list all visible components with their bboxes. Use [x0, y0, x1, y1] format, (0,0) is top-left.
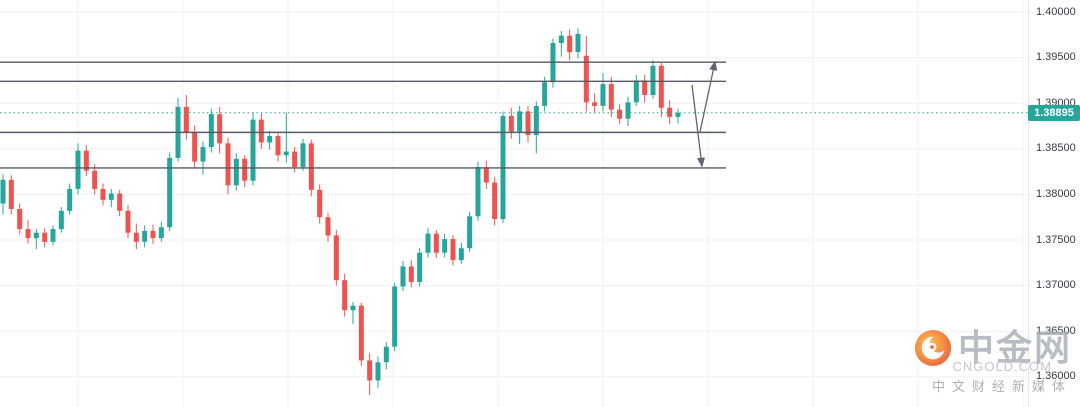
candle-up	[542, 82, 548, 106]
candle-up	[33, 232, 39, 239]
candle-down	[83, 150, 89, 171]
candle-down	[642, 80, 648, 95]
candle-down	[450, 239, 456, 261]
candle-up	[458, 248, 464, 261]
candle-down	[192, 132, 198, 162]
candle-down	[117, 193, 123, 211]
candle-up	[517, 111, 523, 132]
candle-up	[350, 305, 356, 311]
candle-up	[250, 119, 256, 181]
price-axis-label: 1.39000	[1036, 96, 1076, 109]
candle-up	[625, 102, 631, 119]
candle-down	[133, 232, 139, 242]
candle-up	[575, 33, 581, 53]
candle-down	[317, 189, 323, 218]
down-arrow[interactable]	[691, 84, 706, 168]
candle-up	[675, 112, 681, 117]
price-axis-label: 1.38000	[1036, 187, 1076, 200]
candle-up	[442, 239, 448, 253]
candle-down	[308, 143, 314, 190]
price-axis-label: 1.37000	[1036, 279, 1076, 292]
candles-group	[0, 28, 681, 396]
candle-down	[408, 266, 414, 282]
candle-down	[617, 109, 623, 119]
candle-down	[658, 65, 664, 108]
candle-down	[667, 107, 673, 117]
candle-up	[650, 65, 656, 95]
candle-down	[583, 55, 589, 103]
candle-down	[42, 232, 48, 242]
candle-up	[383, 346, 389, 363]
candle-up	[75, 150, 81, 189]
price-axis-label: 1.37500	[1036, 233, 1076, 246]
candle-down	[125, 210, 131, 233]
candle-down	[567, 35, 573, 53]
candle-down	[292, 151, 298, 168]
price-axis-label: 1.36000	[1036, 370, 1076, 383]
price-axis-label: 1.38500	[1036, 142, 1076, 155]
grid-lines	[0, 0, 1028, 407]
candle-down	[433, 233, 439, 253]
candle-down	[25, 229, 31, 239]
candle-up	[58, 210, 64, 230]
candle-down	[225, 143, 231, 186]
candle-up	[467, 216, 473, 249]
candle-up	[417, 252, 423, 282]
candle-up	[300, 143, 306, 168]
candle-up	[600, 84, 606, 106]
candle-down	[217, 114, 223, 144]
candle-down	[242, 158, 248, 181]
candle-up	[108, 193, 114, 200]
candle-down	[100, 188, 106, 200]
candle-down	[258, 119, 264, 143]
candle-up	[558, 35, 564, 44]
candle-up	[67, 188, 73, 211]
candle-up	[200, 146, 206, 162]
candle-up	[267, 136, 273, 143]
candle-down	[492, 182, 498, 220]
candle-up	[475, 167, 481, 217]
candle-down	[333, 235, 339, 281]
candle-down	[150, 230, 156, 239]
candle-down	[367, 360, 373, 381]
candle-down	[483, 167, 489, 183]
candle-up	[633, 80, 639, 103]
support-resistance-lines[interactable]	[0, 61, 726, 169]
candle-down	[592, 102, 598, 106]
candle-down	[17, 208, 23, 230]
candle-up	[233, 158, 239, 186]
candle-down	[325, 217, 331, 236]
candle-down	[183, 106, 189, 133]
candle-up	[283, 151, 289, 156]
candle-down	[92, 170, 98, 189]
candle-up	[0, 179, 6, 204]
candle-down	[525, 111, 531, 136]
price-axis-label: 1.39500	[1036, 51, 1076, 64]
candle-up	[425, 233, 431, 253]
candle-down	[358, 305, 364, 361]
candle-down	[608, 84, 614, 110]
candle-down	[8, 179, 14, 209]
candle-up	[158, 227, 164, 239]
candle-up	[400, 266, 406, 287]
price-axis-separator	[1028, 0, 1029, 407]
candle-up	[533, 105, 539, 136]
candle-down	[275, 136, 281, 156]
current-price-badge: 1.38895	[1028, 104, 1080, 121]
up-arrow[interactable]	[699, 60, 718, 133]
candle-up	[50, 229, 56, 242]
candle-up	[375, 362, 381, 381]
candle-down	[342, 280, 348, 311]
trend-arrows[interactable]	[691, 60, 718, 168]
candle-down	[508, 115, 514, 132]
candle-up	[167, 157, 173, 228]
price-axis-label: 1.40000	[1036, 5, 1076, 18]
candle-up	[208, 114, 214, 147]
candle-up	[392, 286, 398, 347]
price-axis-label: 1.36500	[1036, 324, 1076, 337]
candle-up	[142, 230, 148, 242]
